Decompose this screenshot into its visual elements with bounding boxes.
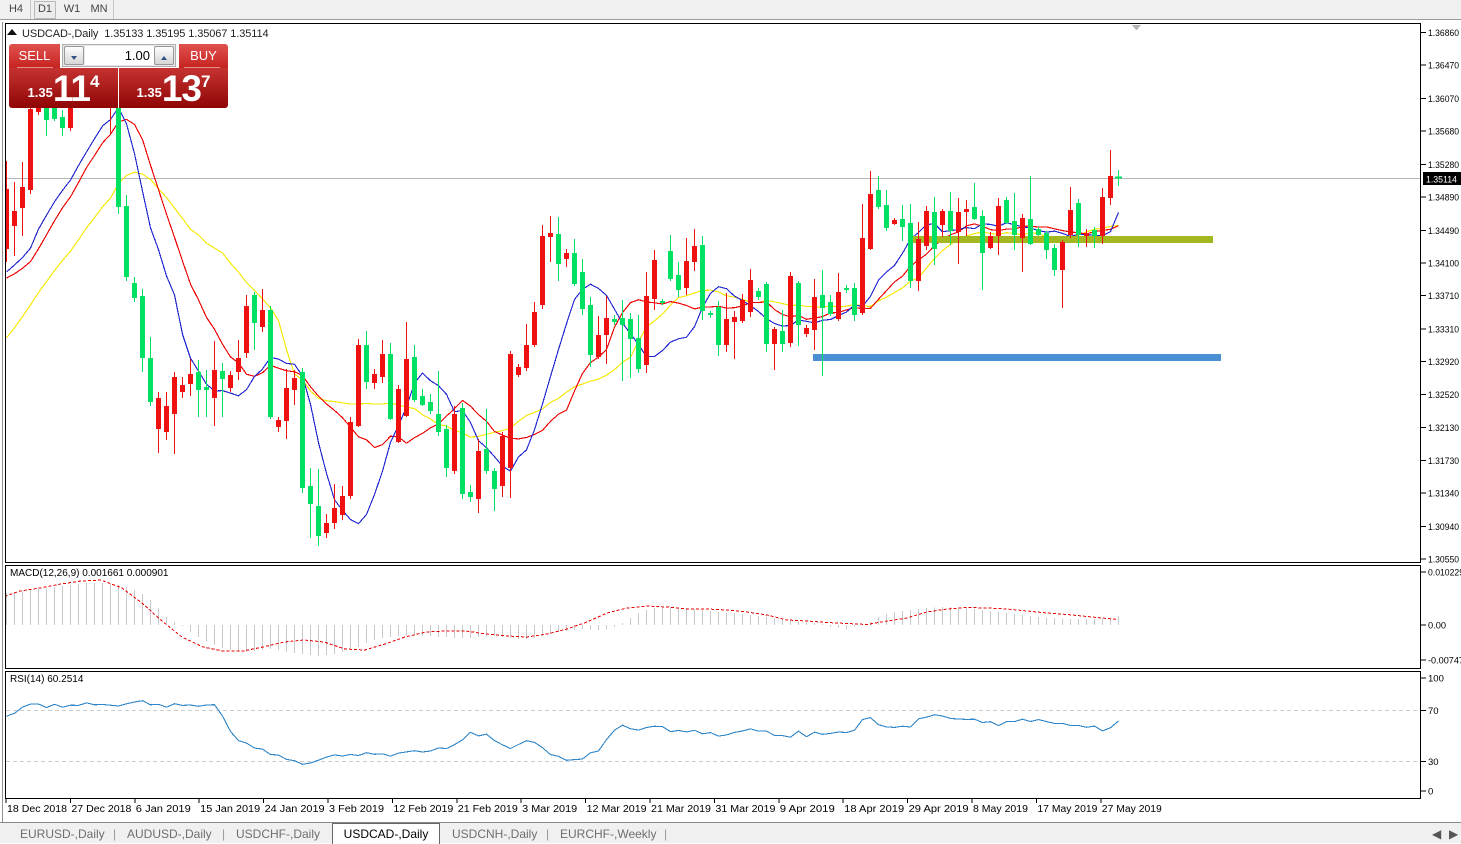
svg-text:18 Dec 2018: 18 Dec 2018 <box>7 804 67 815</box>
svg-text:12 Feb 2019: 12 Feb 2019 <box>393 804 453 815</box>
svg-text:1.34100: 1.34100 <box>1428 258 1459 269</box>
svg-text:3 Feb 2019: 3 Feb 2019 <box>329 804 384 815</box>
svg-text:1.33310: 1.33310 <box>1428 324 1459 335</box>
svg-text:27 Dec 2018: 27 Dec 2018 <box>71 804 131 815</box>
svg-text:1.35280: 1.35280 <box>1428 160 1459 171</box>
svg-text:1.36070: 1.36070 <box>1428 94 1459 105</box>
svg-text:0.010229: 0.010229 <box>1428 568 1461 579</box>
svg-text:1.36470: 1.36470 <box>1428 61 1459 72</box>
svg-text:29 Apr 2019: 29 Apr 2019 <box>909 804 969 815</box>
svg-text:31 Mar 2019: 31 Mar 2019 <box>715 804 775 815</box>
svg-text:27 May 2019: 27 May 2019 <box>1102 804 1162 815</box>
svg-text:30: 30 <box>1428 757 1439 768</box>
svg-text:1.31340: 1.31340 <box>1428 489 1459 500</box>
svg-text:1.32520: 1.32520 <box>1428 390 1459 401</box>
svg-text:1.34490: 1.34490 <box>1428 226 1459 237</box>
svg-text:6 Jan 2019: 6 Jan 2019 <box>136 804 191 815</box>
svg-text:1.32130: 1.32130 <box>1428 423 1459 434</box>
svg-text:1.35114: 1.35114 <box>1426 175 1457 186</box>
svg-text:24 Jan 2019: 24 Jan 2019 <box>265 804 325 815</box>
svg-text:100: 100 <box>1428 674 1444 685</box>
svg-text:8 May 2019: 8 May 2019 <box>973 804 1028 815</box>
svg-text:1.30940: 1.30940 <box>1428 522 1459 533</box>
svg-text:9 Apr 2019: 9 Apr 2019 <box>780 804 835 815</box>
svg-text:1.31730: 1.31730 <box>1428 456 1459 467</box>
svg-text:17 May 2019: 17 May 2019 <box>1037 804 1097 815</box>
svg-text:1.33710: 1.33710 <box>1428 291 1459 302</box>
svg-text:0.00: 0.00 <box>1428 621 1446 632</box>
svg-text:21 Feb 2019: 21 Feb 2019 <box>458 804 518 815</box>
svg-text:15 Jan 2019: 15 Jan 2019 <box>200 804 260 815</box>
svg-text:1.35680: 1.35680 <box>1428 127 1459 138</box>
svg-text:0: 0 <box>1428 787 1433 798</box>
svg-text:1.30550: 1.30550 <box>1428 555 1459 566</box>
svg-text:21 Mar 2019: 21 Mar 2019 <box>651 804 711 815</box>
svg-text:18 Apr 2019: 18 Apr 2019 <box>844 804 904 815</box>
svg-text:12 Mar 2019: 12 Mar 2019 <box>587 804 647 815</box>
svg-text:1.32920: 1.32920 <box>1428 357 1459 368</box>
svg-text:3 Mar 2019: 3 Mar 2019 <box>522 804 577 815</box>
svg-text:-0.00747: -0.00747 <box>1428 656 1461 667</box>
svg-text:70: 70 <box>1428 706 1439 717</box>
svg-text:1.36860: 1.36860 <box>1428 28 1459 39</box>
svg-text:1.34890: 1.34890 <box>1428 192 1459 203</box>
